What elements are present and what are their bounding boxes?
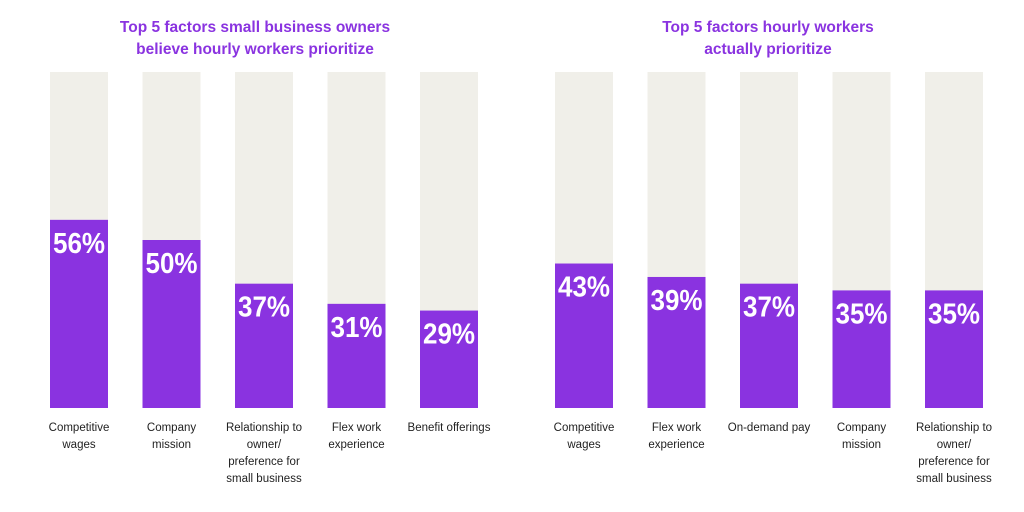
category-label-line: Company: [147, 422, 196, 434]
category-label: Company mission: [147, 422, 196, 451]
data-label: 29%: [423, 319, 475, 351]
category-label-line: Relationship to: [916, 422, 992, 434]
category-label-line: On-demand pay: [728, 422, 811, 434]
bar: [142, 240, 201, 408]
category-label: Competitive wages: [49, 422, 110, 451]
category-label: On-demand pay: [728, 422, 811, 434]
data-label: 37%: [743, 292, 795, 324]
bar: [235, 283, 293, 408]
bar: [555, 263, 613, 408]
category-label-line: mission: [842, 439, 881, 451]
chart-title-line-1: Top 5 factors small business owners: [120, 19, 390, 36]
chart-title-line-2: believe hourly workers prioritize: [136, 41, 374, 58]
category-label: Benefit offerings: [408, 422, 491, 434]
category-label: Flex work experience: [328, 422, 384, 451]
category-label-line: owner/: [247, 439, 282, 451]
category-label-line: Company: [837, 422, 886, 434]
data-label: 31%: [331, 312, 383, 344]
bar: [50, 219, 108, 408]
category-label-line: wages: [566, 439, 600, 451]
category-label-line: preference for: [918, 456, 990, 468]
bar: [420, 310, 478, 408]
category-label-line: experience: [328, 439, 384, 451]
category-label-line: owner/: [937, 439, 972, 451]
category-label: Relationship to owner/preference for small…: [916, 422, 992, 485]
category-label: Flex work experience: [648, 422, 704, 451]
category-label-line: small business: [226, 473, 302, 485]
category-label-line: Flex work: [332, 422, 381, 434]
chart-panel-1: Top 5 factors small business owners belie…: [49, 19, 491, 485]
category-label: Company mission: [837, 422, 886, 451]
bar: [832, 290, 891, 408]
data-label: 35%: [928, 298, 980, 330]
category-label-line: wages: [61, 439, 95, 451]
bar: [647, 276, 706, 408]
data-label: 37%: [238, 292, 290, 324]
category-label-line: Flex work: [652, 422, 701, 434]
category-label: Relationship to owner/preference for small…: [226, 422, 302, 485]
category-label-line: Benefit offerings: [408, 422, 491, 434]
bar: [327, 303, 386, 408]
category-label-line: Competitive: [49, 422, 110, 434]
data-label: 39%: [651, 285, 703, 317]
category-label-line: preference for: [228, 456, 300, 468]
bar: [740, 283, 798, 408]
bar: [925, 290, 983, 408]
data-label: 50%: [146, 248, 198, 280]
data-label: 43%: [558, 272, 610, 304]
category-label-line: mission: [152, 439, 191, 451]
chart-title-line-1: Top 5 factors hourly workers: [662, 19, 874, 36]
category-label-line: Competitive: [554, 422, 615, 434]
category-label-line: experience: [648, 439, 704, 451]
category-label-line: Relationship to: [226, 422, 302, 434]
data-label: 56%: [53, 228, 105, 260]
chart-title-line-2: actually prioritize: [704, 41, 832, 58]
data-label: 35%: [836, 298, 888, 330]
category-label-line: small business: [916, 473, 992, 485]
category-label: Competitive wages: [554, 422, 615, 451]
chart-panel-2: Top 5 factors hourly workers actually pri…: [554, 19, 992, 485]
